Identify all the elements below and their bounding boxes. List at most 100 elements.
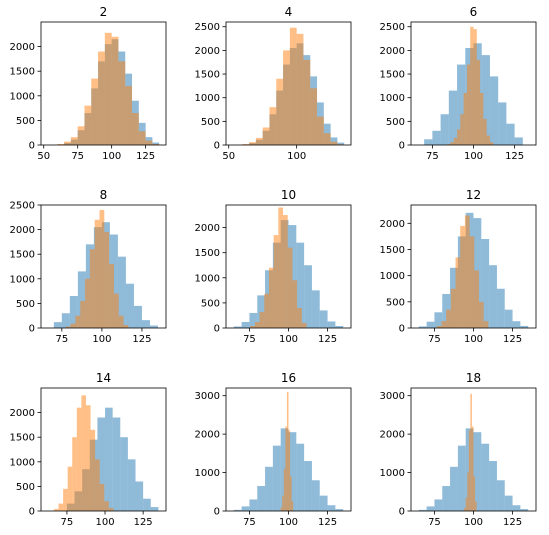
bar-orange — [467, 472, 469, 511]
x-tick-label: 125 — [318, 517, 337, 528]
y-tick-label: 0 — [29, 507, 35, 518]
bar-blue — [457, 64, 466, 145]
bar-orange — [470, 393, 472, 511]
y-tick-label: 0 — [399, 141, 405, 152]
x-tick-label: 75 — [55, 334, 68, 345]
bar-orange — [292, 280, 298, 328]
bar-orange — [84, 105, 92, 145]
y-tick-label: 1500 — [10, 67, 35, 78]
bar-orange — [72, 437, 77, 511]
bar-blue — [127, 459, 136, 511]
bar-blue — [512, 505, 521, 511]
bar-orange — [98, 51, 105, 145]
axes-frame — [40, 204, 167, 329]
bar-orange — [466, 64, 471, 145]
series-orange — [53, 395, 114, 511]
bar-orange — [53, 509, 59, 511]
bar-orange — [464, 215, 470, 328]
bar-orange — [250, 325, 255, 328]
axes-frame — [40, 387, 167, 512]
bar-blue — [335, 325, 344, 328]
x-tick-label: 50 — [37, 151, 50, 162]
y-tick-label: 500 — [16, 482, 35, 493]
bar-orange — [65, 326, 71, 328]
y-tick-label: 500 — [201, 117, 220, 128]
panel-title: 4 — [285, 5, 293, 19]
y-tick-label: 2500 — [195, 22, 220, 33]
bar-blue — [265, 466, 273, 511]
bar-orange — [108, 508, 114, 511]
x-tick-label: 125 — [318, 334, 337, 345]
bar-orange — [478, 301, 484, 328]
bar-blue — [249, 312, 258, 328]
bar-blue — [241, 321, 250, 328]
bar-orange — [109, 264, 114, 328]
y-tick-label: 0 — [399, 324, 405, 335]
bar-orange — [125, 85, 133, 145]
histogram-panel-10: 75 100 125 0 500 1000 1500 2000 10 — [195, 188, 352, 345]
bar-blue — [450, 466, 458, 511]
y-tick-label: 500 — [201, 298, 220, 309]
bar-orange — [323, 133, 331, 145]
y-tick-label: 3000 — [380, 391, 405, 402]
x-tick-label: 100 — [279, 334, 298, 345]
bar-orange — [455, 257, 461, 328]
bar-blue — [434, 312, 443, 328]
bar-orange — [446, 309, 451, 328]
panel-title: 10 — [281, 188, 296, 202]
panel-title: 2 — [100, 5, 108, 19]
bar-orange — [469, 236, 475, 328]
bar-blue — [489, 265, 497, 328]
bar-orange — [80, 300, 86, 328]
bar-blue — [319, 310, 328, 328]
y-tick-label: 2000 — [10, 225, 35, 236]
y-tick-label: 1000 — [380, 93, 405, 104]
bar-orange — [259, 311, 265, 328]
bar-orange — [76, 407, 82, 511]
bar-orange — [75, 315, 81, 328]
x-tick-label: 125 — [134, 517, 153, 528]
bar-orange — [70, 137, 78, 145]
bar-orange — [95, 459, 100, 511]
x-tick-label: 100 — [95, 517, 114, 528]
bar-orange — [330, 141, 338, 145]
bar-blue — [233, 509, 242, 511]
bar-orange — [145, 140, 153, 145]
bar-blue — [61, 313, 70, 328]
bar-orange — [486, 135, 490, 145]
bar-orange — [476, 59, 481, 145]
bar-orange — [268, 267, 274, 328]
bar-blue — [105, 407, 113, 511]
bar-blue — [288, 432, 297, 511]
y-tick-label: 1500 — [195, 248, 220, 259]
bar-orange — [138, 131, 146, 145]
x-tick-label: 50 — [222, 151, 235, 162]
x-tick-label: 75 — [243, 334, 256, 345]
y-tick-label: 1000 — [380, 468, 405, 479]
series-orange — [242, 27, 345, 145]
bar-orange — [278, 207, 284, 328]
bar-blue — [125, 283, 134, 328]
bar-orange — [296, 33, 304, 145]
panel-title: 6 — [470, 5, 478, 19]
y-tick-label: 2500 — [380, 22, 405, 33]
x-tick-label: 125 — [136, 151, 155, 162]
bar-blue — [424, 139, 433, 145]
y-tick-label: 1500 — [10, 250, 35, 261]
y-tick-label: 3000 — [195, 391, 220, 402]
bar-blue — [112, 417, 121, 511]
bar-orange — [457, 129, 461, 145]
bar-orange — [89, 249, 95, 328]
y-tick-label: 0 — [399, 507, 405, 518]
x-tick-label: 100 — [279, 517, 298, 528]
bar-blue — [141, 320, 150, 328]
x-tick-label: 125 — [503, 517, 522, 528]
histogram-panel-2: 50 75 100 125 0 500 1000 1500 2000 2 — [10, 5, 167, 162]
bar-orange — [85, 405, 91, 511]
bar-orange — [118, 315, 124, 328]
y-tick-label: 2000 — [10, 408, 35, 419]
x-tick-label: 100 — [464, 334, 483, 345]
bar-orange — [249, 142, 256, 145]
bar-blue — [133, 305, 142, 328]
